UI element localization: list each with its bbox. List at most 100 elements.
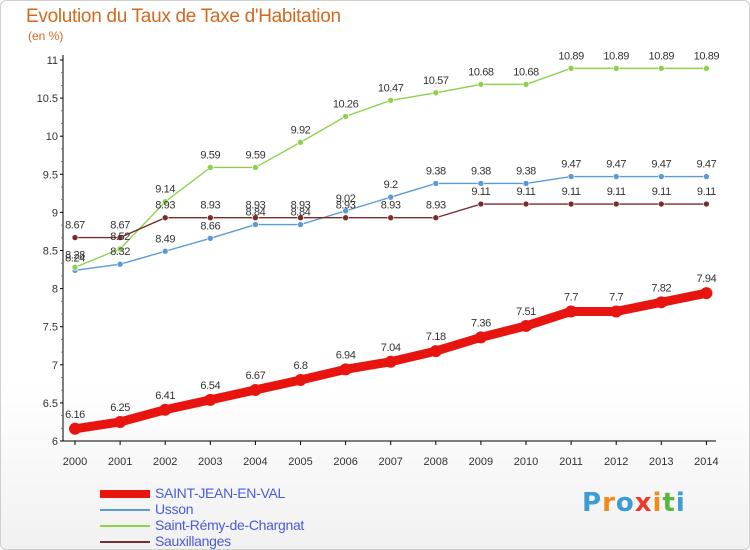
y-tick-label: 6.5 <box>43 398 58 410</box>
x-tick-label: 2013 <box>649 456 673 468</box>
logo-letter: i <box>652 488 663 518</box>
data-label: 9.11 <box>562 186 581 198</box>
data-label: 6.8 <box>293 360 307 372</box>
data-point <box>700 287 713 300</box>
data-point <box>339 363 352 376</box>
y-tick-label: 8.5 <box>43 246 58 258</box>
y-tick-label: 10 <box>46 131 58 143</box>
legend-label: Sauxillanges <box>155 533 231 549</box>
data-point <box>207 164 214 171</box>
data-point <box>387 97 395 104</box>
x-tick-label: 2005 <box>288 456 312 468</box>
data-label: 8.84 <box>291 207 311 219</box>
data-point <box>432 214 440 222</box>
series-layer <box>69 65 713 435</box>
data-label: 6.94 <box>336 349 356 361</box>
data-label: 9.38 <box>516 165 536 177</box>
logo-letter: t <box>662 488 676 518</box>
data-label: 9.11 <box>471 186 490 198</box>
data-point <box>522 81 530 88</box>
data-label: 10.68 <box>468 66 494 78</box>
data-label: 10.26 <box>333 98 359 110</box>
x-tick-label: 2011 <box>559 456 583 468</box>
data-label: 6.41 <box>155 390 175 402</box>
data-label: 8.93 <box>155 200 175 212</box>
data-label: 7.82 <box>651 282 671 294</box>
data-label: 9.02 <box>336 193 356 205</box>
data-point <box>474 331 487 344</box>
data-label: 9.59 <box>245 149 265 161</box>
data-point <box>477 81 485 88</box>
data-label: 9.11 <box>517 186 536 198</box>
data-label: 8.93 <box>245 200 265 212</box>
data-point <box>294 374 307 387</box>
x-tick-label: 2007 <box>378 456 402 468</box>
data-point <box>71 234 79 241</box>
data-label: 10.89 <box>694 50 720 62</box>
x-tick-label: 2004 <box>243 456 267 468</box>
data-point <box>116 234 124 241</box>
x-tick-label: 2003 <box>198 456 222 468</box>
data-point <box>161 214 169 222</box>
proxiti-logo: Proxiti <box>582 488 686 518</box>
data-label: 8.24 <box>65 252 85 264</box>
y-tick-label: 6 <box>52 436 58 448</box>
data-point <box>342 207 349 215</box>
data-label: 7.7 <box>564 291 578 303</box>
data-label: 9.92 <box>291 124 311 136</box>
x-tick-label: 2002 <box>153 456 177 468</box>
logo-letter: x <box>634 488 653 518</box>
data-point <box>161 198 169 206</box>
data-label: 7.51 <box>516 306 536 318</box>
data-point <box>297 214 304 222</box>
data-point <box>432 180 440 187</box>
logo-letter: o <box>615 488 635 518</box>
data-point <box>567 65 575 72</box>
data-label: 8.84 <box>245 207 265 219</box>
data-label: 10.57 <box>423 75 449 87</box>
legend-swatch <box>100 541 150 543</box>
data-point <box>703 200 710 208</box>
data-point <box>252 221 259 228</box>
y-tick-label: 7.5 <box>43 322 58 334</box>
data-label: 9.14 <box>155 184 175 196</box>
data-label: 9.47 <box>696 159 716 171</box>
data-point <box>207 235 214 242</box>
data-point <box>342 113 349 120</box>
data-point <box>567 173 575 180</box>
data-point <box>116 245 124 253</box>
data-point <box>71 263 79 271</box>
data-point <box>520 319 532 332</box>
data-label: 9.47 <box>606 159 626 171</box>
data-point <box>252 214 259 222</box>
y-tick-label: 11 <box>47 55 58 67</box>
data-label: 8.67 <box>65 220 85 232</box>
data-label: 9.38 <box>471 165 491 177</box>
data-point <box>657 173 665 180</box>
x-tick-label: 2012 <box>604 456 628 468</box>
data-point <box>612 65 620 72</box>
series-0 <box>69 287 713 435</box>
data-label: 8.93 <box>291 200 311 212</box>
logo-letter: r <box>602 488 616 518</box>
legend-label: Saint-Rémy-de-Chargnat <box>155 517 305 533</box>
x-tick-label: 2014 <box>694 456 718 468</box>
data-point <box>204 393 217 406</box>
data-label: 9.59 <box>200 149 220 161</box>
data-label: 8.49 <box>155 233 175 245</box>
x-tick-label: 2001 <box>108 456 132 468</box>
data-label: 10.89 <box>603 50 629 62</box>
series-1 <box>71 173 710 274</box>
data-point <box>207 214 214 222</box>
data-label: 9.2 <box>384 179 398 191</box>
data-label: 9.47 <box>651 159 671 171</box>
data-label: 8.93 <box>381 200 401 212</box>
y-tick-label: 10.5 <box>37 93 58 105</box>
data-point <box>612 173 620 180</box>
data-label: 8.93 <box>200 200 220 212</box>
y-tick-label: 7 <box>52 360 58 372</box>
data-label: 9.38 <box>426 165 446 177</box>
data-point <box>429 345 442 358</box>
data-label: 7.94 <box>696 273 716 285</box>
